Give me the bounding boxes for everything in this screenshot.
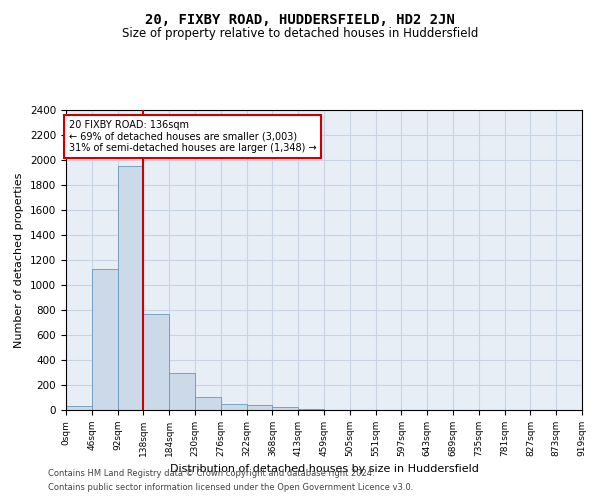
Bar <box>143 314 169 410</box>
Bar <box>66 406 92 410</box>
Bar <box>221 404 247 410</box>
Bar <box>298 408 324 410</box>
X-axis label: Distribution of detached houses by size in Huddersfield: Distribution of detached houses by size … <box>170 464 478 474</box>
Bar <box>169 372 195 410</box>
Y-axis label: Number of detached properties: Number of detached properties <box>14 172 25 348</box>
Bar <box>92 269 118 410</box>
Bar <box>272 407 298 410</box>
Text: 20, FIXBY ROAD, HUDDERSFIELD, HD2 2JN: 20, FIXBY ROAD, HUDDERSFIELD, HD2 2JN <box>145 12 455 26</box>
Text: Contains HM Land Registry data © Crown copyright and database right 2024.: Contains HM Land Registry data © Crown c… <box>48 468 374 477</box>
Text: 20 FIXBY ROAD: 136sqm
← 69% of detached houses are smaller (3,003)
31% of semi-d: 20 FIXBY ROAD: 136sqm ← 69% of detached … <box>69 120 316 153</box>
Text: Size of property relative to detached houses in Huddersfield: Size of property relative to detached ho… <box>122 28 478 40</box>
Bar <box>118 166 143 410</box>
Bar <box>247 406 272 410</box>
Text: Contains public sector information licensed under the Open Government Licence v3: Contains public sector information licen… <box>48 484 413 492</box>
Bar <box>195 397 221 410</box>
